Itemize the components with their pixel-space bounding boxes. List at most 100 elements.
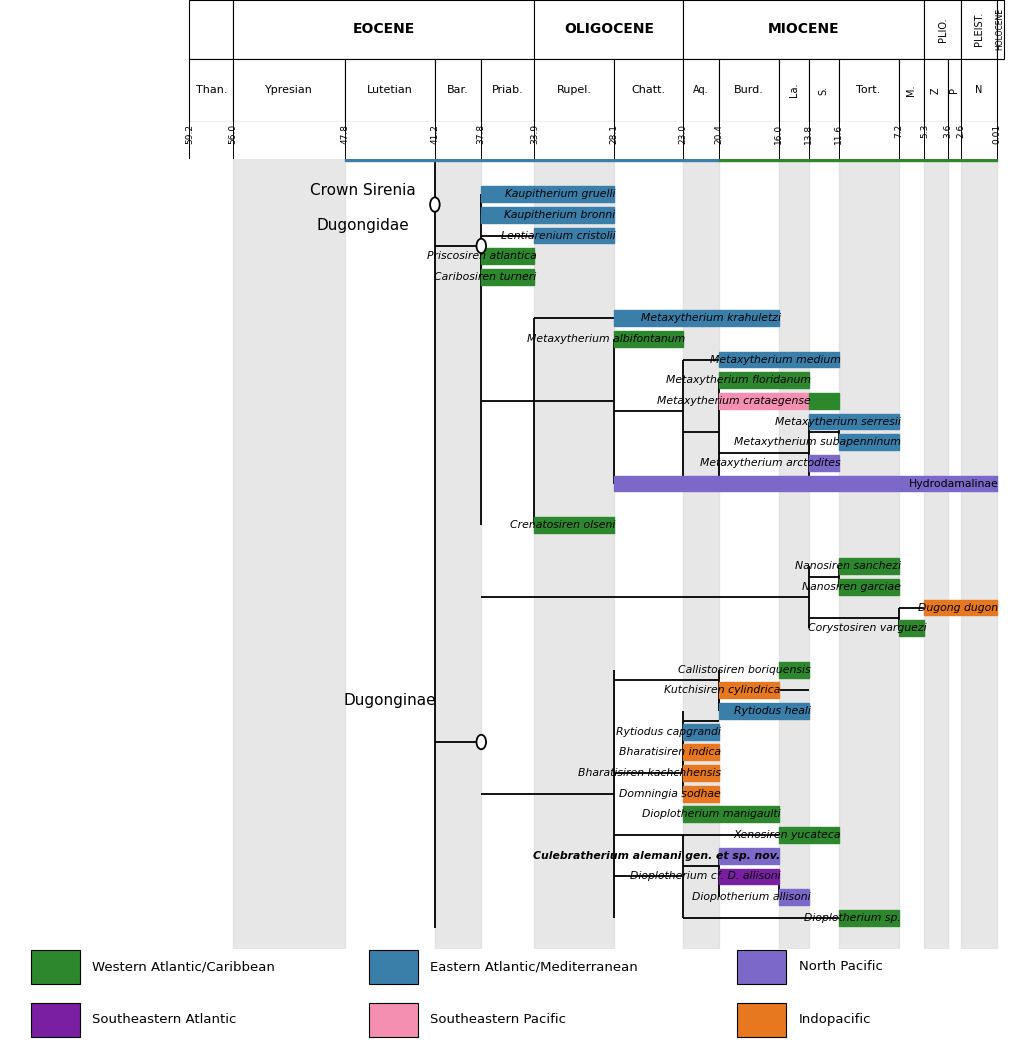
Bar	[683, 807, 778, 823]
Bar	[233, 122, 345, 949]
Text: 20.4: 20.4	[714, 124, 723, 143]
Bar	[925, 600, 996, 616]
Bar	[233, 58, 345, 122]
Bar	[719, 145, 996, 161]
Text: Priab.: Priab.	[492, 85, 523, 95]
Text: Bharatisiren kachchhensis: Bharatisiren kachchhensis	[578, 768, 721, 778]
Bar	[719, 703, 809, 719]
Text: La.: La.	[788, 83, 799, 98]
Text: Western Atlantic/Caribbean: Western Atlantic/Caribbean	[92, 960, 275, 973]
Bar	[613, 311, 778, 326]
Bar	[481, 58, 535, 122]
Bar	[535, 228, 613, 244]
Bar	[481, 248, 535, 264]
Text: 16.0: 16.0	[774, 124, 783, 144]
Bar	[962, 58, 996, 122]
Bar	[535, 58, 613, 122]
Bar	[839, 122, 898, 949]
Text: PLEIST.: PLEIST.	[974, 12, 984, 47]
Text: Hydrodamalinae: Hydrodamalinae	[909, 479, 998, 489]
Text: Rytiodus capgrandi: Rytiodus capgrandi	[615, 727, 721, 737]
Text: Z: Z	[931, 87, 941, 93]
Text: Nanosiren sanchezi: Nanosiren sanchezi	[795, 562, 900, 571]
Bar	[345, 145, 719, 161]
Text: Rytiodus heali: Rytiodus heali	[733, 706, 811, 716]
Bar	[719, 352, 839, 368]
Bar	[683, 122, 719, 949]
Text: Dugonginae: Dugonginae	[344, 693, 436, 708]
Text: Eastern Atlantic/Mediterranean: Eastern Atlantic/Mediterranean	[430, 960, 638, 973]
Text: HOLOCENE: HOLOCENE	[995, 8, 1005, 50]
Text: S.: S.	[818, 86, 828, 94]
Bar	[778, 58, 809, 122]
Bar	[683, 58, 719, 122]
Bar	[839, 579, 898, 595]
Text: Metaxytherium subapenninum: Metaxytherium subapenninum	[733, 438, 900, 447]
Text: Than.: Than.	[196, 85, 227, 95]
Text: M.: M.	[906, 85, 916, 96]
Text: N: N	[975, 85, 983, 95]
Text: Culebratherium alemani gen. et sp. nov.: Culebratherium alemani gen. et sp. nov.	[534, 851, 780, 861]
Bar	[719, 848, 778, 864]
Bar	[925, 58, 947, 122]
Bar	[719, 683, 778, 699]
Bar	[233, 0, 535, 58]
Text: Metaxytherium serresii: Metaxytherium serresii	[775, 417, 900, 426]
Circle shape	[430, 197, 439, 212]
Bar	[189, 0, 233, 58]
Text: Dioplotherium cf. D. allisoni: Dioplotherium cf. D. allisoni	[630, 871, 780, 881]
Text: Tort.: Tort.	[856, 85, 881, 95]
Bar	[719, 393, 809, 409]
Bar	[719, 868, 778, 884]
Text: MIOCENE: MIOCENE	[768, 22, 840, 36]
Text: EOCENE: EOCENE	[352, 22, 415, 36]
Text: 13.8: 13.8	[804, 124, 813, 144]
Text: Rupel.: Rupel.	[556, 85, 592, 95]
Bar	[683, 0, 925, 58]
Text: Trichechidae: Trichechidae	[652, 148, 721, 158]
Bar	[778, 827, 839, 843]
Bar	[613, 331, 683, 347]
Text: Indopacific: Indopacific	[799, 1013, 871, 1026]
Text: North Pacific: North Pacific	[799, 960, 883, 973]
Text: 47.8: 47.8	[340, 124, 349, 144]
Bar	[719, 372, 809, 388]
Bar	[613, 476, 996, 492]
Text: Nanosiren garciae: Nanosiren garciae	[802, 582, 900, 591]
Text: Metaxytherium albifontanum: Metaxytherium albifontanum	[527, 334, 685, 343]
Bar	[839, 435, 898, 450]
Text: Caribosiren turneri: Caribosiren turneri	[434, 272, 537, 282]
Bar	[435, 122, 481, 949]
Bar	[996, 0, 1004, 58]
Text: Dioplotherium sp.: Dioplotherium sp.	[804, 913, 900, 922]
Text: 59.2: 59.2	[185, 124, 194, 144]
Circle shape	[476, 735, 486, 749]
Bar	[719, 58, 778, 122]
Text: Metaxytherium crataegense: Metaxytherium crataegense	[656, 396, 811, 406]
Bar	[778, 661, 809, 677]
Bar	[962, 0, 996, 58]
Bar	[683, 785, 719, 801]
Text: Kaupitherium bronni: Kaupitherium bronni	[505, 210, 615, 219]
Bar	[809, 58, 839, 122]
Text: 41.2: 41.2	[430, 124, 439, 143]
Bar	[778, 122, 809, 949]
Bar	[683, 765, 719, 781]
Text: Metaxytherium floridanum: Metaxytherium floridanum	[666, 375, 811, 385]
Text: Bar.: Bar.	[447, 85, 469, 95]
Text: Metaxytherium medium: Metaxytherium medium	[710, 355, 841, 365]
Text: Corystosiren varguezi: Corystosiren varguezi	[808, 623, 927, 633]
Text: Callistosiren boriquensis: Callistosiren boriquensis	[678, 665, 811, 674]
Bar	[535, 122, 613, 949]
Text: Southeastern Atlantic: Southeastern Atlantic	[92, 1013, 237, 1026]
Text: 2.6: 2.6	[956, 124, 966, 138]
Bar	[345, 58, 435, 122]
Bar	[925, 122, 947, 949]
Bar	[898, 58, 925, 122]
Bar	[535, 0, 683, 58]
Text: 28.1: 28.1	[609, 124, 618, 144]
Text: 37.8: 37.8	[477, 124, 485, 144]
Bar	[839, 58, 898, 122]
Text: Crenatosiren olseni: Crenatosiren olseni	[510, 520, 615, 530]
Bar	[683, 744, 719, 760]
